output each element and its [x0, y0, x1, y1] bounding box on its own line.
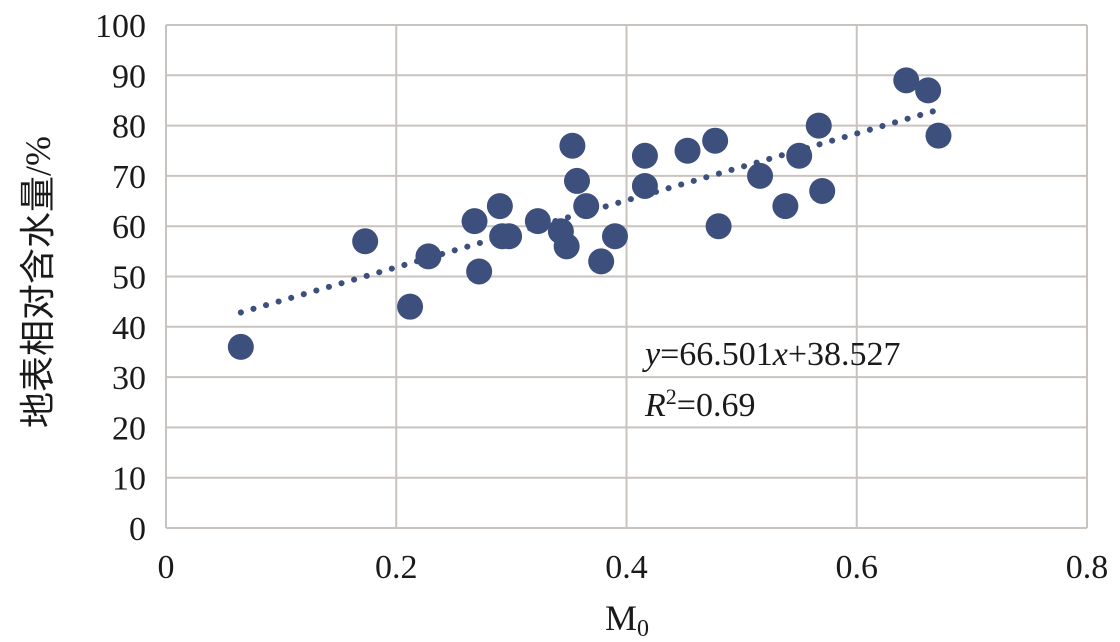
x-tick-label: 0.8	[1066, 549, 1109, 586]
tick-labels: 0 10 20 30 40 50 60 70 80 90 100 0 0.2 0.4 0.6 0.8	[95, 8, 1108, 586]
y-tick-label: 40	[112, 310, 146, 347]
y-tick-label: 90	[112, 58, 146, 95]
y-axis-title: 地表相对含水量/%	[18, 136, 58, 428]
data-point	[631, 172, 658, 199]
data-point	[786, 142, 813, 169]
data-point	[747, 162, 774, 189]
x-tick-label: 0.2	[375, 549, 418, 586]
grid-lines	[165, 24, 1088, 529]
data-point	[461, 208, 488, 235]
data-point	[925, 122, 952, 149]
y-tick-label: 70	[112, 159, 146, 196]
y-tick-label: 30	[112, 360, 146, 397]
data-point	[705, 213, 732, 240]
data-point	[496, 223, 523, 250]
data-point	[573, 193, 600, 220]
y-tick-label: 100	[95, 8, 146, 45]
y-tick-label: 60	[112, 209, 146, 246]
data-point	[553, 233, 580, 260]
x-axis-title: M0	[605, 598, 649, 642]
data-point	[352, 228, 379, 255]
data-point	[631, 142, 658, 169]
data-point	[227, 333, 254, 360]
data-point	[524, 208, 551, 235]
data-point	[702, 127, 729, 154]
data-point	[486, 193, 513, 220]
data-point	[415, 243, 442, 270]
data-points	[227, 67, 952, 360]
data-point	[893, 67, 920, 94]
x-tick-label: 0.6	[836, 549, 879, 586]
data-point	[915, 77, 942, 104]
r-squared-label: R2=0.69	[644, 384, 755, 424]
data-point	[805, 112, 832, 139]
regression-equation: y=66.501x+38.527	[642, 336, 901, 373]
data-point	[466, 258, 493, 285]
y-tick-label: 0	[129, 511, 146, 548]
data-point	[809, 177, 836, 204]
trendline	[237, 107, 941, 316]
data-point	[674, 137, 701, 164]
y-tick-label: 10	[112, 461, 146, 498]
y-tick-label: 80	[112, 109, 146, 146]
x-tick-label: 0	[158, 549, 175, 586]
data-point	[397, 293, 424, 320]
data-point	[559, 132, 586, 159]
x-tick-label: 0.4	[605, 549, 648, 586]
y-tick-label: 50	[112, 260, 146, 297]
data-point	[563, 167, 590, 194]
data-point	[588, 248, 615, 275]
y-tick-label: 20	[112, 410, 146, 447]
trendline-path	[237, 107, 941, 316]
data-point	[772, 193, 799, 220]
data-point	[601, 223, 628, 250]
